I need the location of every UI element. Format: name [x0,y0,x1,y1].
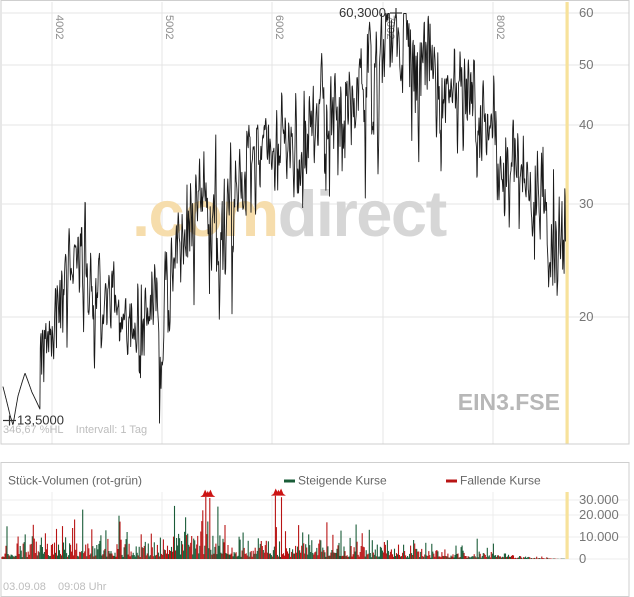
svg-text:EIN3.FSE: EIN3.FSE [458,389,560,415]
svg-text:30.000: 30.000 [579,492,619,507]
svg-text:5002: 5002 [163,15,175,39]
svg-text:Steigende Kurse: Steigende Kurse [298,474,387,488]
svg-text:Fallende Kurse: Fallende Kurse [460,474,541,488]
svg-text:8002: 8002 [494,15,506,39]
svg-text:20: 20 [579,309,593,324]
svg-text:0: 0 [579,551,586,566]
svg-text:10.000: 10.000 [579,529,619,544]
svg-text:20.000: 20.000 [579,507,619,522]
svg-text:4002: 4002 [53,15,65,39]
svg-text:40: 40 [579,117,593,132]
svg-text:30: 30 [579,196,593,211]
svg-text:60,3000: 60,3000 [339,5,386,20]
svg-text:346,67 %HL Intervall: 1 Tag: 346,67 %HL Intervall: 1 Tag [3,424,147,436]
svg-text:50: 50 [579,57,593,72]
svg-text:60: 60 [579,5,593,20]
svg-text:03.09.08 09:08 Uhr: 03.09.08 09:08 Uhr [3,581,107,593]
svg-text:Stück-Volumen (rot-grün): Stück-Volumen (rot-grün) [8,474,142,488]
svg-text:6002: 6002 [273,15,285,39]
